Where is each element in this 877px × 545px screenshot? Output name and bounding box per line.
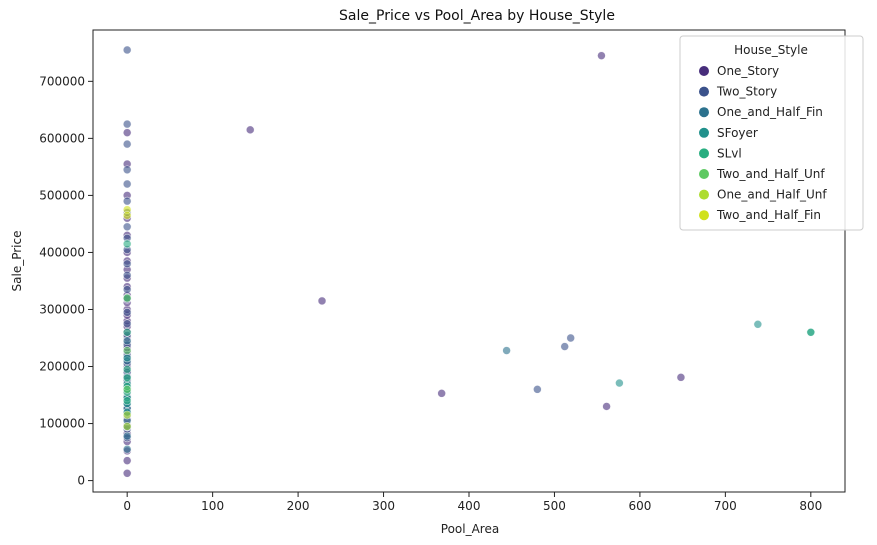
data-point — [122, 239, 132, 249]
legend-title: House_Style — [734, 43, 808, 57]
data-point — [245, 125, 255, 135]
y-tick-label: 200000 — [39, 360, 85, 374]
data-point — [122, 385, 132, 394]
data-point — [122, 373, 132, 383]
data-point — [122, 468, 132, 478]
data-point — [122, 179, 132, 189]
x-tick-label: 200 — [287, 499, 310, 513]
legend-marker — [699, 210, 709, 221]
data-point — [122, 353, 132, 363]
x-tick-label: 600 — [628, 499, 651, 513]
y-tick-label: 0 — [77, 474, 85, 488]
data-point — [502, 346, 511, 355]
legend: House_Style One_Story Two_Story One_and_Ha… — [679, 35, 864, 231]
data-point — [122, 285, 132, 294]
x-tick-label: 800 — [799, 499, 822, 513]
data-point — [122, 128, 132, 137]
data-point — [122, 336, 132, 346]
data-point — [566, 333, 575, 343]
data-point — [122, 222, 132, 232]
data-point — [317, 296, 327, 306]
data-point — [122, 165, 132, 175]
x-tick-label: 100 — [201, 499, 224, 513]
x-tick-label: 300 — [372, 499, 395, 513]
data-point — [122, 327, 132, 337]
legend-label: One_and_Half_Unf — [717, 188, 827, 202]
data-point — [753, 320, 763, 329]
data-point — [122, 410, 132, 420]
data-point — [122, 422, 132, 431]
data-point — [122, 346, 132, 355]
legend-marker — [699, 107, 709, 118]
data-point — [122, 319, 132, 329]
legend-box — [679, 35, 864, 231]
data-point — [560, 342, 570, 351]
legend-marker — [699, 66, 709, 76]
legend-marker — [699, 86, 709, 97]
data-point — [122, 211, 132, 220]
legend-marker — [699, 169, 709, 179]
y-tick-label: 100000 — [39, 417, 85, 431]
data-point — [122, 196, 132, 206]
y-tick-label: 700000 — [39, 74, 85, 88]
data-point — [597, 51, 606, 60]
x-tick-label: 700 — [714, 499, 737, 513]
data-point — [602, 402, 611, 411]
data-point — [122, 45, 132, 55]
data-point — [533, 385, 542, 394]
y-tick-label: 300000 — [39, 302, 85, 316]
data-point — [122, 444, 132, 454]
data-point — [122, 365, 132, 374]
legend-label: SLvl — [717, 146, 742, 160]
legend-marker — [699, 148, 709, 159]
y-tick-label: 400000 — [39, 245, 85, 259]
legend-marker — [699, 127, 709, 138]
legend-label: Two_Story — [716, 85, 777, 99]
y-axis: 0 100000 200000 300000 400000 500000 600000 700… — [39, 74, 93, 488]
data-points — [122, 45, 816, 478]
data-point — [122, 119, 132, 129]
legend-label: Two_and_Half_Fin — [716, 208, 821, 222]
chart-title: Sale_Price vs Pool_Area by House_Style — [339, 8, 615, 24]
data-point — [122, 293, 132, 303]
x-tick-label: 0 — [123, 499, 131, 513]
y-tick-label: 500000 — [39, 188, 85, 202]
data-point — [806, 327, 816, 337]
legend-label: One_Story — [717, 64, 779, 78]
y-tick-label: 600000 — [39, 131, 85, 145]
data-point — [122, 431, 132, 441]
x-tick-label: 500 — [543, 499, 566, 513]
data-point — [122, 259, 132, 269]
data-point — [676, 373, 686, 382]
data-point — [615, 378, 624, 388]
data-point — [437, 389, 446, 398]
legend-label: Two_and_Half_Unf — [716, 167, 825, 181]
y-axis-title: Sale_Price — [10, 231, 24, 292]
legend-marker — [699, 189, 709, 200]
data-point — [122, 270, 132, 280]
data-point — [122, 308, 132, 317]
legend-label: SFoyer — [717, 126, 758, 140]
x-axis: 0 100 200 300 400 500 600 700 800 — [123, 492, 822, 513]
x-axis-title: Pool_Area — [441, 522, 499, 536]
data-point — [122, 139, 132, 149]
data-point — [122, 456, 132, 465]
data-point — [122, 396, 132, 406]
x-tick-label: 400 — [458, 499, 481, 513]
legend-label: One_and_Half_Fin — [717, 105, 823, 119]
